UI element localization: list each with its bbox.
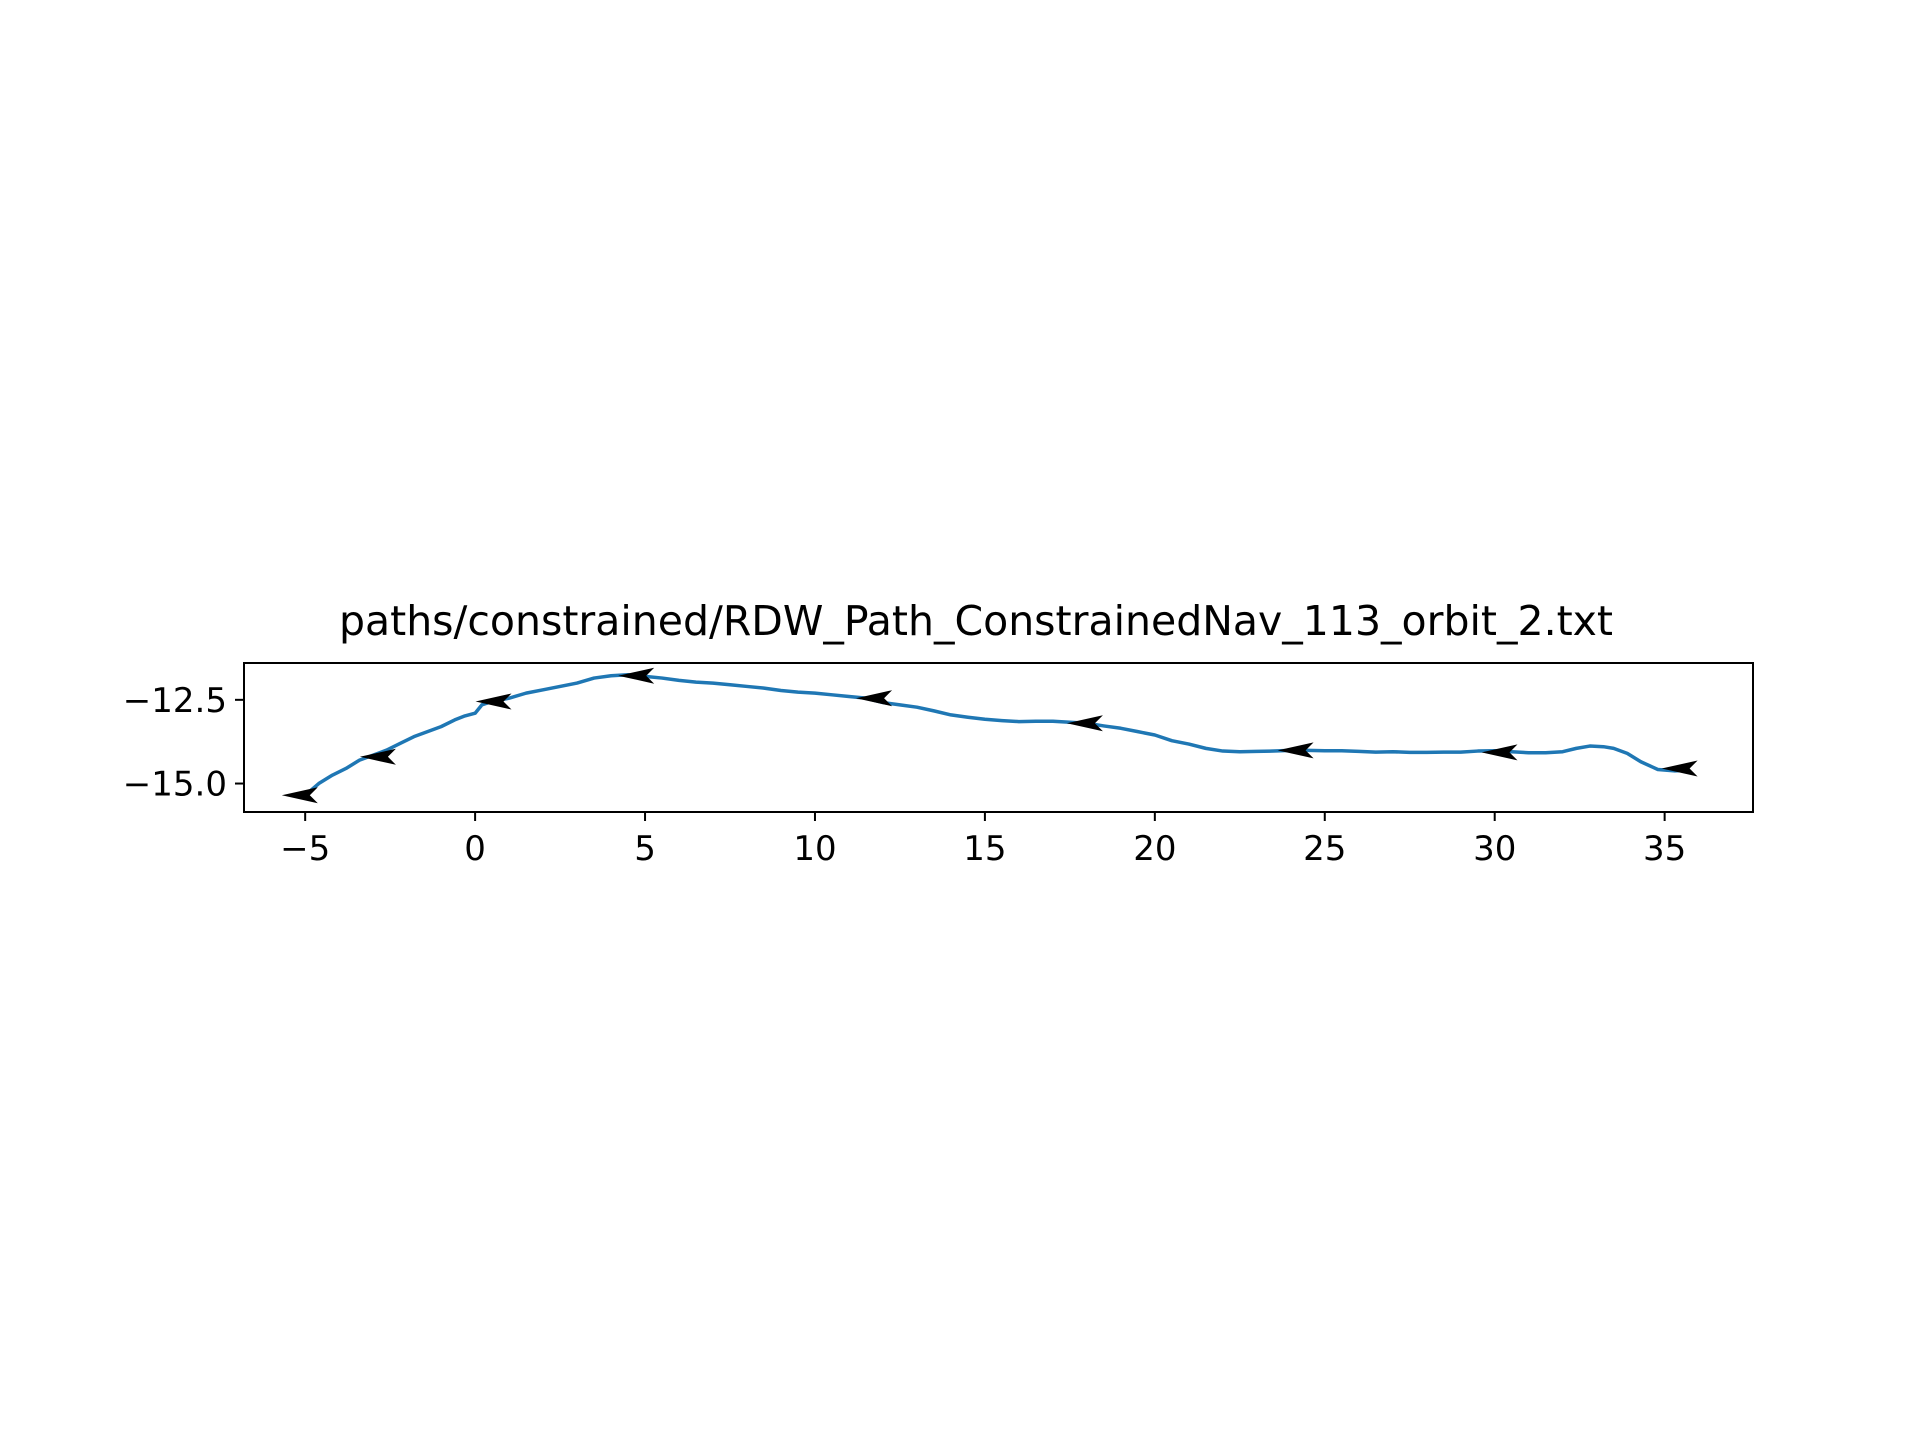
x-tick-label: 30 [1473,829,1516,869]
x-axis: −5 0 5 10 15 20 25 30 35 [280,812,1686,869]
direction-arrow [281,787,318,804]
x-tick-label: −5 [280,829,330,869]
y-tick-label: −12.5 [123,681,227,721]
direction-arrow [618,667,655,684]
y-tick-label: −15.0 [123,765,227,805]
x-tick-label: 25 [1303,829,1346,869]
x-tick-label: 10 [793,829,836,869]
direction-arrow [1066,715,1103,732]
direction-arrow [1481,744,1518,761]
plot-frame [243,662,1754,813]
x-tick-label: 15 [963,829,1006,869]
direction-arrow [1661,760,1698,777]
arrow-layer [281,667,1698,804]
direction-arrow [856,690,893,707]
x-tick-label: 20 [1133,829,1176,869]
x-tick-label: 35 [1643,829,1686,869]
x-tick-label: 5 [634,829,656,869]
y-axis: −12.5 −15.0 [123,681,244,805]
direction-arrow [1277,742,1314,759]
direction-arrow [359,748,396,765]
chart-title: paths/constrained/RDW_Path_ConstrainedNa… [339,597,1613,645]
direction-arrow [475,693,512,710]
x-tick-label: 0 [464,829,486,869]
